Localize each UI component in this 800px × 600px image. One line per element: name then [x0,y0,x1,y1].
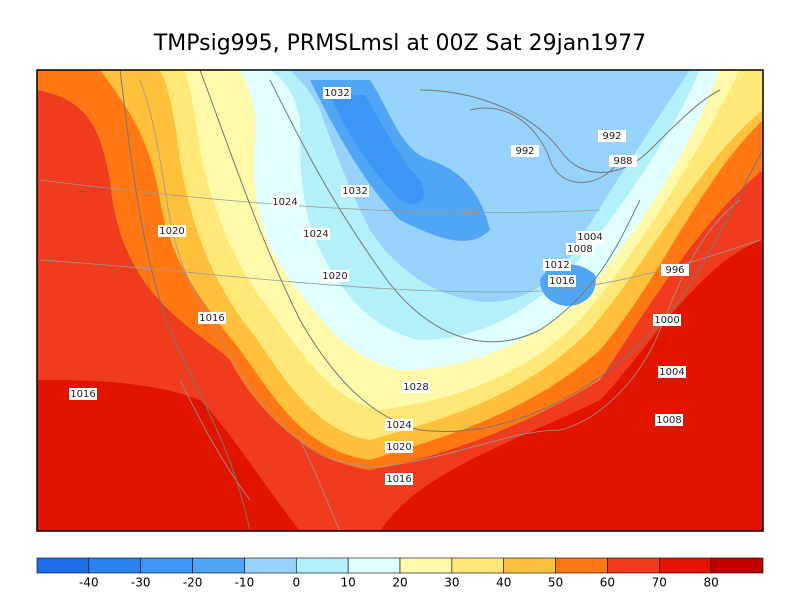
isobar-label: 1032 [342,186,367,197]
colorbar-bin [503,557,556,574]
label-box [598,130,626,142]
isobar-label: 1008 [656,415,681,426]
colorbar-bin [295,557,349,574]
isobar-label: 1008 [567,244,592,255]
isobar-label: 1016 [549,276,574,287]
label-box [271,196,299,208]
colorbar-tick-label: 60 [600,576,615,590]
isobar-label: 1024 [303,229,328,240]
label-box [385,419,413,431]
colorbar-tick-label: -20 [183,576,203,590]
colorbar-tick-label: -10 [235,576,255,590]
isobar-label: 1016 [386,474,411,485]
colorbar-bin [607,557,660,574]
colorbar-tick-label: 10 [341,576,356,590]
map-title: TMPsig995, PRMSLmsl at 00Z Sat 29jan1977 [153,31,646,56]
label-box [566,243,594,255]
label-box [609,155,637,167]
colorbar-tick-label: -30 [131,576,151,590]
isobar-label: 1028 [403,382,428,393]
colorbar-tick-label: 40 [496,576,511,590]
colorbar-tick-label: 70 [652,576,667,590]
isobar-label: 992 [602,131,621,142]
isobar-label: 1012 [544,260,569,271]
isobar-label: 1016 [70,389,95,400]
isobar-label: 988 [613,156,632,167]
label-box [576,231,604,243]
label-box [658,366,686,378]
colorbar-bin [658,557,712,574]
label-box [341,185,369,197]
isobar-label: 1020 [322,271,347,282]
map-lines [39,70,763,531]
label-box [402,381,430,393]
label-box [661,264,689,276]
colorbar-bin [555,557,608,574]
colorbar-tick-label: 50 [548,576,563,590]
isobar-label: 1004 [577,232,602,243]
label-box [511,145,539,157]
colorbar-tick-label: 80 [704,576,719,590]
colorbar-bin [88,557,142,574]
colorbar-bin [399,557,453,574]
label-box [385,441,413,453]
isobar-label: 992 [515,146,534,157]
temperature-field [37,70,763,531]
label-box [198,312,226,324]
isobar-label: 1024 [272,197,297,208]
colorbar-bin [244,557,297,574]
colorbar-tick-label: 20 [392,576,407,590]
isobar-labels: 1032 1032 1024 1024 1020 1020 1016 1016 1028 1024… [69,87,689,485]
isobar-label: 1020 [386,442,411,453]
label-box [543,259,571,271]
colorbar-bin [192,557,245,574]
map-frame [36,69,764,532]
colorbar-bin [710,557,764,574]
label-box [385,473,413,485]
label-box [158,225,186,237]
isobar-label: 1016 [199,313,224,324]
isobar-label: 996 [665,265,684,276]
label-box [323,87,351,99]
label-box [302,228,330,240]
label-box [548,275,576,287]
colorbar-bin [140,557,193,574]
label-box [655,414,683,426]
label-box [321,270,349,282]
isobar-label: 1000 [654,315,679,326]
label-box [69,388,97,400]
isobar-label: 1032 [324,88,349,99]
isobar-label: 1024 [386,420,411,431]
colorbar-tick-label: -40 [79,576,99,590]
colorbar-bin [36,557,90,574]
isobar-label: 1020 [159,226,184,237]
label-box [653,314,681,326]
colorbar-tick-label: 0 [292,576,300,590]
colorbar-bin [347,557,401,574]
colorbar: -40 -30 -20 -10 0 10 20 30 40 50 60 70 80 [36,557,764,590]
isobar-label: 1004 [659,367,684,378]
colorbar-bin [451,557,505,574]
colorbar-tick-label: 30 [444,576,459,590]
